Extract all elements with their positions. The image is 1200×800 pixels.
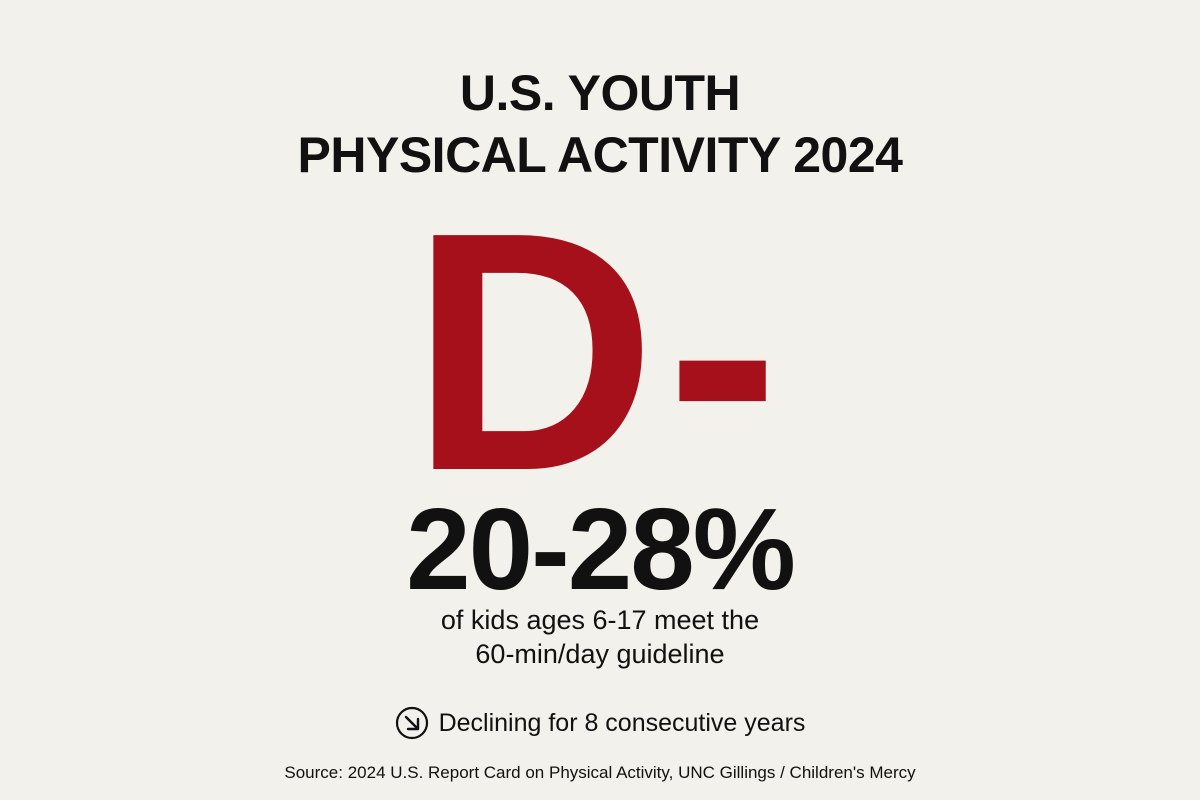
grade: D-: [410, 162, 790, 542]
title-line: PHYSICAL ACTIVITY 2024: [297, 127, 903, 183]
title-line: U.S. YOUTH: [459, 65, 741, 121]
description-line: 60-min/day guideline: [475, 639, 725, 669]
source: Source: 2024 U.S. Report Card on Physica…: [284, 763, 916, 782]
stat-description: of kids ages 6-17 meet the 60-min/day gu…: [0, 603, 1200, 671]
title: U.S. YOUTH PHYSICAL ACTIVITY 2024: [0, 62, 1200, 186]
description-line: of kids ages 6-17 meet the: [440, 605, 760, 635]
trend-icon: [395, 706, 428, 740]
stat-value: 20-28%: [406, 484, 796, 614]
trend: Declining for 8 consecutive years: [0, 705, 1200, 741]
trend-text: Declining for 8 consecutive years: [438, 709, 806, 737]
